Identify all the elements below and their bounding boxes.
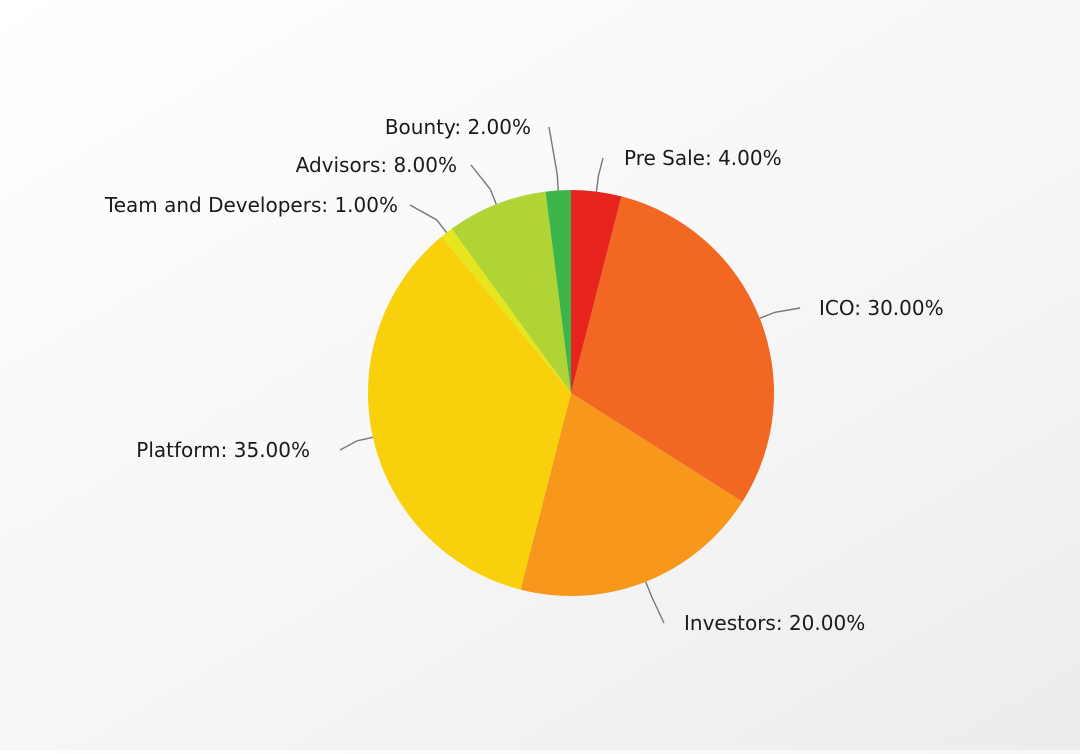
pie-slice-advisors bbox=[451, 191, 571, 393]
data-label: Platform: 35.00% bbox=[136, 438, 310, 462]
data-label: ICO: 30.00% bbox=[819, 296, 944, 320]
leader-line bbox=[470, 164, 497, 205]
pie-slice-team-and-developers bbox=[441, 228, 571, 393]
data-label: Pre Sale: 4.00% bbox=[624, 146, 782, 170]
pie-slices bbox=[368, 190, 774, 596]
pie-slice-ico bbox=[571, 196, 774, 502]
pie-slice-investors bbox=[520, 393, 743, 596]
leader-line bbox=[595, 157, 604, 192]
pie-slice-platform bbox=[368, 236, 571, 590]
pie-slice-pre-sale bbox=[571, 190, 622, 393]
leader-line bbox=[645, 581, 665, 624]
data-labels: Pre Sale: 4.00% ICO: 30.00% Investors: 20.… bbox=[104, 115, 944, 635]
data-label: Bounty: 2.00% bbox=[385, 115, 531, 139]
leader-line bbox=[548, 126, 559, 191]
leader-line bbox=[409, 204, 448, 234]
data-label: Investors: 20.00% bbox=[684, 611, 865, 635]
leader-lines bbox=[339, 126, 801, 624]
data-label: Advisors: 8.00% bbox=[296, 153, 457, 177]
leader-line bbox=[759, 307, 801, 319]
leader-line bbox=[339, 436, 374, 451]
pie-slice-bounty bbox=[545, 190, 571, 393]
data-label: Team and Developers: 1.00% bbox=[104, 193, 398, 217]
